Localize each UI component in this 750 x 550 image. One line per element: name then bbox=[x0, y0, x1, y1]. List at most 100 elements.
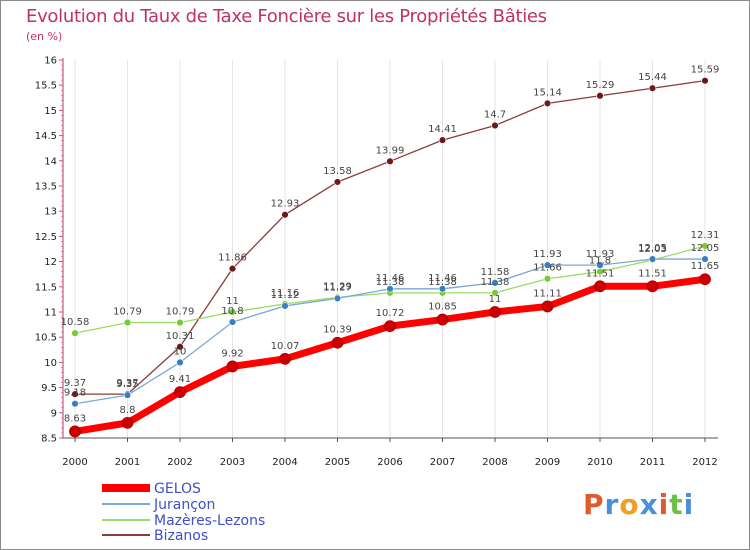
data-label-jurançon: 12.05 bbox=[638, 243, 667, 254]
data-point-gelos bbox=[121, 416, 134, 429]
data-label-bizanos: 13.58 bbox=[323, 166, 352, 177]
x-tick-label: 2008 bbox=[482, 457, 507, 468]
x-tick-label: 2004 bbox=[272, 457, 297, 468]
x-tick-label: 2007 bbox=[430, 457, 455, 468]
data-label-gelos: 10.07 bbox=[271, 341, 300, 352]
y-tick-label: 10.5 bbox=[35, 333, 57, 344]
data-point-jurançon bbox=[648, 255, 657, 263]
proxiti-logo: Proxiti bbox=[583, 488, 694, 521]
logo-letter: x bbox=[639, 488, 659, 521]
data-point-jurançon bbox=[176, 358, 184, 367]
y-tick-label: 9 bbox=[51, 408, 57, 419]
data-label-gelos: 10.85 bbox=[428, 302, 457, 313]
y-tick-label: 9.5 bbox=[41, 383, 57, 394]
data-label-mazères-lezons: 10.79 bbox=[113, 307, 142, 318]
data-label-bizanos: 13.99 bbox=[376, 145, 405, 156]
x-tick-label: 2002 bbox=[167, 457, 192, 468]
data-point-gelos bbox=[541, 300, 554, 313]
data-point-mazères-lezons bbox=[491, 289, 499, 297]
data-label-gelos: 11 bbox=[489, 294, 502, 305]
logo-letter: P bbox=[583, 488, 605, 521]
x-tick-label: 2009 bbox=[535, 457, 560, 468]
data-label-mazères-lezons: 11.38 bbox=[481, 277, 510, 288]
data-point-gelos bbox=[331, 336, 344, 349]
axes: 8.5 9 9.5 10 10.5 11 11.5 12 12.5 13 13.5 14 14.5 15 1… bbox=[35, 56, 718, 468]
data-label-bizanos: 15.14 bbox=[533, 87, 562, 98]
data-point-gelos bbox=[279, 352, 291, 365]
y-tick-label: 14 bbox=[44, 156, 57, 167]
y-tick-label: 11 bbox=[44, 308, 57, 319]
data-label-jurançon: 10.8 bbox=[221, 306, 243, 317]
legend-label-bizanos: Bizanos bbox=[154, 528, 208, 544]
data-label-bizanos: 10.31 bbox=[166, 331, 195, 342]
data-label-bizanos: 15.44 bbox=[638, 72, 667, 83]
series-layer bbox=[69, 76, 711, 438]
data-point-bizanos bbox=[281, 211, 289, 219]
chart-title: Evolution du Taux de Taxe Foncière sur l… bbox=[26, 6, 547, 27]
y-tick-label: 12 bbox=[44, 257, 57, 268]
data-label-mazères-lezons: 11.66 bbox=[533, 263, 562, 274]
y-tick-label: 14.5 bbox=[35, 131, 57, 142]
data-label-mazères-lezons: 11.38 bbox=[428, 277, 457, 288]
data-label-jurançon: 11.58 bbox=[481, 267, 510, 278]
data-label-jurançon: 10 bbox=[174, 346, 187, 357]
data-label-mazères-lezons: 11.16 bbox=[271, 288, 300, 299]
data-label-gelos: 11.65 bbox=[691, 261, 720, 272]
data-point-jurançon bbox=[228, 318, 237, 326]
data-label-gelos: 9.41 bbox=[169, 374, 191, 385]
logo-letter: i bbox=[683, 488, 695, 521]
data-label-jurançon: 11.27 bbox=[323, 282, 352, 293]
logo-letter: t bbox=[669, 488, 684, 521]
data-label-gelos: 11.51 bbox=[638, 268, 667, 279]
data-point-bizanos bbox=[228, 264, 237, 273]
x-tick-label: 2005 bbox=[325, 457, 350, 468]
data-point-jurançon bbox=[281, 302, 289, 310]
data-label-bizanos: 11.86 bbox=[218, 253, 247, 264]
x-tick-label: 2003 bbox=[220, 457, 245, 468]
data-label-gelos: 8.8 bbox=[120, 405, 136, 416]
y-tick-label: 13 bbox=[44, 207, 57, 218]
data-label-gelos: 8.63 bbox=[64, 413, 86, 424]
data-point-bizanos bbox=[386, 157, 394, 166]
data-label-bizanos: 15.59 bbox=[691, 65, 720, 76]
y-axis-unit: (en %) bbox=[26, 30, 63, 43]
data-label-gelos: 9.92 bbox=[221, 348, 243, 359]
data-label-jurançon: 9.18 bbox=[64, 388, 86, 399]
x-tick-label: 2001 bbox=[115, 457, 140, 468]
data-point-gelos bbox=[646, 280, 659, 293]
data-point-mazères-lezons bbox=[543, 275, 552, 283]
data-label-jurançon: 11.93 bbox=[586, 249, 615, 260]
data-label-jurançon: 11.93 bbox=[533, 249, 562, 260]
data-label-mazères-lezons: 11.29 bbox=[323, 281, 352, 292]
data-label-mazères-lezons: 12.31 bbox=[691, 230, 720, 241]
data-point-gelos bbox=[489, 306, 501, 318]
data-label-mazères-lezons: 11 bbox=[226, 296, 239, 307]
data-point-mazères-lezons bbox=[123, 318, 132, 327]
data-point-jurançon bbox=[491, 279, 499, 287]
data-label-jurançon: 11.46 bbox=[428, 273, 457, 284]
data-point-mazères-lezons bbox=[71, 329, 79, 337]
data-labels-layer: 8.63 8.8 9.41 9.92 10.07 10.39 10.72 10.85 11 11.… bbox=[61, 65, 720, 425]
data-label-gelos: 11.51 bbox=[586, 268, 615, 279]
legend-label-jurançon: Jurançon bbox=[153, 497, 215, 513]
y-tick-label: 15.5 bbox=[35, 81, 57, 92]
y-tick-label: 12.5 bbox=[35, 232, 57, 243]
x-tick-label: 2010 bbox=[587, 457, 612, 468]
data-point-bizanos bbox=[596, 92, 604, 100]
data-point-gelos bbox=[174, 386, 186, 399]
data-label-jurançon: 12.05 bbox=[691, 243, 720, 254]
y-tick-label: 8.5 bbox=[41, 434, 57, 445]
data-point-jurançon bbox=[123, 391, 132, 399]
data-label-gelos: 10.72 bbox=[376, 308, 405, 319]
data-point-bizanos bbox=[543, 99, 552, 108]
data-label-jurançon: 11.12 bbox=[271, 290, 300, 301]
data-label-mazères-lezons: 10.58 bbox=[61, 317, 90, 328]
data-label-mazères-lezons: 11.38 bbox=[376, 277, 405, 288]
data-point-bizanos bbox=[438, 136, 447, 144]
data-point-gelos bbox=[699, 273, 711, 286]
data-point-bizanos bbox=[71, 390, 79, 398]
data-point-gelos bbox=[384, 320, 396, 333]
data-label-mazères-lezons: 11.8 bbox=[589, 256, 611, 267]
